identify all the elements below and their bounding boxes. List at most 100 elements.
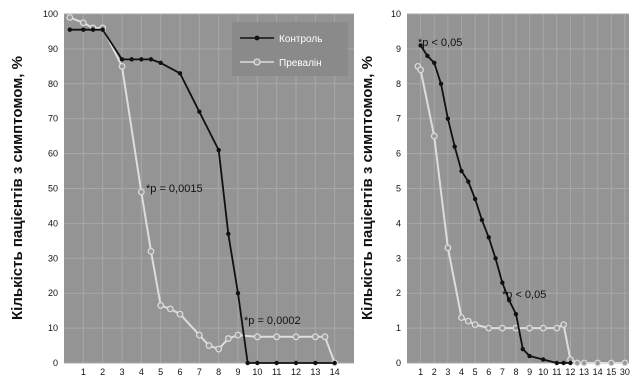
data-point-prevalin: [176, 310, 184, 318]
x-tick-label: 13: [310, 367, 320, 377]
y-tick-label: 20: [48, 288, 58, 298]
data-point-kontrol: [561, 360, 566, 366]
x-ticks-left: 1 2 3 4 5 6 7 8 9 10 11 12 13 14: [81, 367, 340, 377]
data-point-kontrol: [540, 357, 546, 362]
data-point-prevalin: [166, 305, 174, 313]
data-point-kontrol: [245, 360, 250, 366]
y-tick-label: 10: [48, 323, 58, 333]
x-tick-label: 4: [459, 367, 464, 377]
x-tick-label: 10: [538, 367, 548, 377]
x-tick-label: 1: [81, 367, 86, 377]
x-tick-label: 7: [500, 367, 505, 377]
y-tick-label: 100: [43, 9, 58, 19]
data-point-prevalin: [147, 247, 155, 255]
x-tick-label: 9: [527, 367, 532, 377]
data-point-prevalin: [539, 324, 547, 332]
data-point-prevalin: [292, 333, 300, 341]
data-point-kontrol: [235, 291, 241, 296]
y-tick-label: 60: [48, 149, 58, 159]
y-tick-label: 9: [396, 44, 401, 54]
data-point-kontrol: [177, 71, 183, 76]
data-point-prevalin: [224, 335, 232, 342]
y-tick-label: 0: [396, 358, 401, 368]
data-point-kontrol: [479, 217, 485, 223]
y-tick-label: 10: [391, 9, 401, 19]
x-tick-label: 30: [620, 367, 630, 377]
y-tick-label: 4: [396, 218, 401, 228]
data-point-prevalin: [607, 359, 615, 367]
data-point-kontrol: [158, 60, 163, 66]
x-tick-label: 5: [158, 367, 163, 377]
data-point-kontrol: [100, 27, 105, 32]
data-point-kontrol: [274, 360, 279, 366]
legend-marker-prevalin: [253, 58, 261, 66]
data-point-kontrol: [332, 360, 337, 366]
annotation-p-0002: *p = 0,0002: [244, 315, 301, 327]
data-point-prevalin: [580, 359, 588, 367]
x-tick-label: 12: [291, 367, 301, 377]
x-tick-label: 6: [177, 367, 182, 377]
data-point-prevalin: [118, 62, 126, 70]
y-tick-label: 40: [48, 218, 58, 228]
data-point-kontrol: [313, 360, 318, 366]
x-tick-label: 1: [418, 367, 423, 377]
data-point-kontrol: [459, 168, 464, 174]
data-point-kontrol: [500, 280, 505, 285]
y-ticks-left: 0 10 20 30 40 50 60 70 80 90 100: [43, 9, 58, 368]
y-tick-label: 2: [396, 288, 401, 298]
data-point-prevalin: [417, 66, 425, 74]
data-point-prevalin: [621, 359, 629, 367]
series-left: [66, 14, 339, 367]
y-tick-label: 0: [53, 358, 58, 368]
data-point-kontrol: [438, 81, 444, 87]
y-tick-label: 3: [396, 253, 401, 263]
data-point-prevalin: [485, 324, 493, 332]
data-point-prevalin: [311, 333, 319, 341]
data-point-kontrol: [148, 57, 154, 62]
x-tick-label: 8: [216, 367, 221, 377]
x-tick-label: 14: [593, 367, 603, 377]
series-right: [414, 43, 629, 367]
y-ticks-right: 0 1 2 3 4 5 6 7 8 9 10: [391, 9, 401, 368]
x-tick-label: 4: [139, 367, 144, 377]
y-tick-label: 7: [396, 114, 401, 124]
x-tick-label: 3: [445, 367, 450, 377]
data-point-prevalin: [195, 331, 203, 339]
x-tick-label: 6: [486, 367, 491, 377]
data-point-kontrol: [418, 43, 423, 48]
data-point-prevalin: [430, 132, 438, 140]
y-tick-label: 50: [48, 184, 58, 194]
data-point-kontrol: [139, 57, 144, 62]
data-point-prevalin: [137, 188, 145, 196]
data-point-kontrol: [472, 196, 478, 202]
data-point-prevalin: [215, 345, 223, 353]
data-point-kontrol: [452, 144, 457, 149]
x-ticks-right: 1 2 3 4 5 6 7 8 9 10 11 12 13 14 15 30: [418, 367, 630, 377]
x-tick-label: 2: [100, 367, 105, 377]
data-point-prevalin: [205, 342, 213, 349]
annotation-p-05-bottom: *p < 0,05: [502, 289, 546, 301]
data-point-prevalin: [458, 314, 465, 322]
y-axis-label-left: Кількість пацієнтів з симптомом, %: [9, 56, 26, 320]
data-point-kontrol: [466, 179, 471, 184]
series-line-kontrol: [69, 28, 335, 364]
x-tick-label: 15: [606, 367, 616, 377]
data-point-kontrol: [425, 53, 430, 59]
y-axis-label-right: Кількість пацієнтів з симптомом, %: [359, 56, 376, 320]
data-point-prevalin: [66, 14, 74, 21]
x-tick-label: 13: [579, 367, 589, 377]
data-point-prevalin: [157, 302, 165, 309]
data-point-kontrol: [432, 60, 437, 66]
data-point-prevalin: [471, 321, 479, 329]
legend-label-kontrol: Контроль: [279, 34, 322, 45]
legend-marker-kontrol: [254, 35, 260, 41]
data-point-kontrol: [119, 57, 125, 62]
annotation-p-05-top: *p < 0,05: [418, 37, 462, 49]
data-point-prevalin: [464, 317, 472, 325]
data-point-kontrol: [493, 256, 498, 261]
annotation-p-0015: *p = 0,0015: [146, 183, 203, 195]
data-point-prevalin: [79, 19, 87, 27]
